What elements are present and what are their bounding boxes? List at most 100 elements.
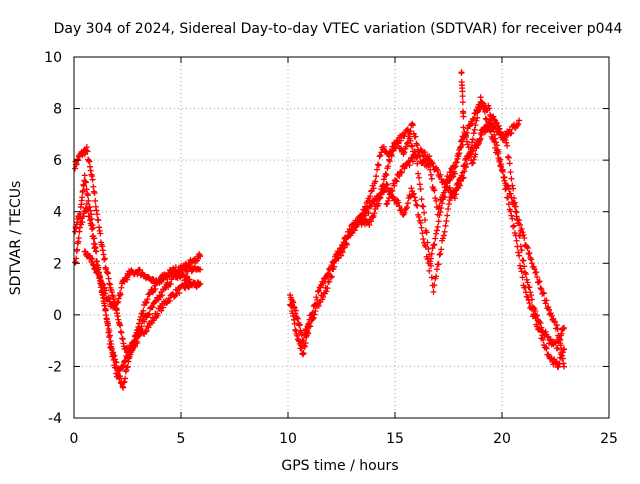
data-point [392, 145, 399, 152]
data-point [537, 285, 544, 292]
data-point [374, 161, 381, 168]
data-point [311, 311, 318, 318]
data-point [346, 226, 353, 233]
data-point [461, 168, 468, 175]
data-point [463, 129, 470, 136]
data-point [197, 266, 204, 273]
data-point [366, 222, 373, 229]
data-point [445, 174, 452, 181]
data-point [417, 186, 424, 193]
data-point [356, 217, 363, 224]
data-point [331, 263, 338, 270]
data-point [507, 190, 514, 197]
data-point [74, 246, 81, 253]
data-point [511, 203, 518, 210]
data-point [344, 241, 351, 248]
data-point [433, 273, 440, 280]
data-point [306, 320, 313, 327]
axis-ticks-layer: 0 5 10 15 20 25 -4 -2 0 2 4 6 8 10 [44, 50, 618, 447]
data-point [326, 278, 333, 285]
data-point [540, 336, 547, 343]
data-point [522, 284, 529, 291]
data-point [487, 128, 494, 135]
data-point [435, 205, 442, 212]
data-point [288, 302, 295, 309]
data-point [486, 123, 493, 130]
data-point [446, 184, 453, 191]
data-point [152, 286, 159, 293]
data-point [440, 232, 447, 239]
data-point [403, 204, 410, 211]
data-point [80, 182, 87, 189]
data-point [436, 251, 443, 258]
data-point [430, 242, 437, 249]
data-point [167, 280, 174, 287]
data-point [133, 335, 140, 342]
data-point [434, 223, 441, 230]
data-point [437, 250, 444, 257]
data-point [460, 124, 467, 131]
data-point [537, 319, 544, 326]
data-point [380, 176, 387, 183]
data-point [365, 210, 372, 217]
data-point [368, 218, 375, 225]
data-point [432, 195, 439, 202]
data-point [489, 135, 496, 142]
data-point [433, 198, 440, 205]
data-point [412, 197, 419, 204]
data-point [140, 307, 147, 314]
data-point [302, 340, 309, 347]
data-point [122, 357, 129, 364]
data-point [542, 328, 549, 335]
data-point [414, 142, 421, 149]
data-point [395, 199, 402, 206]
data-point [383, 172, 390, 179]
data-point [328, 273, 335, 280]
data-point [378, 149, 385, 156]
data-point [353, 223, 360, 230]
data-point [487, 127, 494, 134]
data-point [459, 99, 466, 106]
data-point [542, 300, 549, 307]
data-point [472, 122, 479, 129]
data-point [340, 244, 347, 251]
data-point [315, 302, 322, 309]
data-point [542, 344, 549, 351]
data-point [89, 176, 96, 183]
data-point [410, 190, 417, 197]
y-tick-label: 8 [53, 102, 62, 118]
data-point [76, 224, 83, 231]
data-point [376, 153, 383, 160]
data-point [101, 284, 108, 291]
data-point [553, 322, 560, 329]
data-point [515, 121, 522, 128]
data-point [397, 137, 404, 144]
x-tick-label: 5 [177, 431, 186, 447]
data-point [435, 218, 442, 225]
data-point [362, 206, 369, 213]
data-point [507, 169, 514, 176]
data-points-layer [72, 69, 568, 391]
data-point [152, 298, 159, 305]
x-tick-label: 10 [279, 431, 297, 447]
data-point [445, 206, 452, 213]
data-point [516, 217, 523, 224]
data-point [108, 340, 115, 347]
data-point [429, 245, 436, 252]
data-point [418, 196, 425, 203]
data-point [136, 320, 143, 327]
data-point [493, 147, 500, 154]
data-point [482, 115, 489, 122]
data-point [106, 332, 113, 339]
data-point [436, 202, 443, 209]
data-point [105, 320, 112, 327]
data-point [470, 156, 477, 163]
data-point [154, 312, 161, 319]
data-point [531, 266, 538, 273]
data-point [521, 263, 528, 270]
data-point [125, 351, 132, 358]
data-point [102, 287, 109, 294]
data-point [377, 194, 384, 201]
data-point [474, 114, 481, 121]
data-point [513, 237, 520, 244]
